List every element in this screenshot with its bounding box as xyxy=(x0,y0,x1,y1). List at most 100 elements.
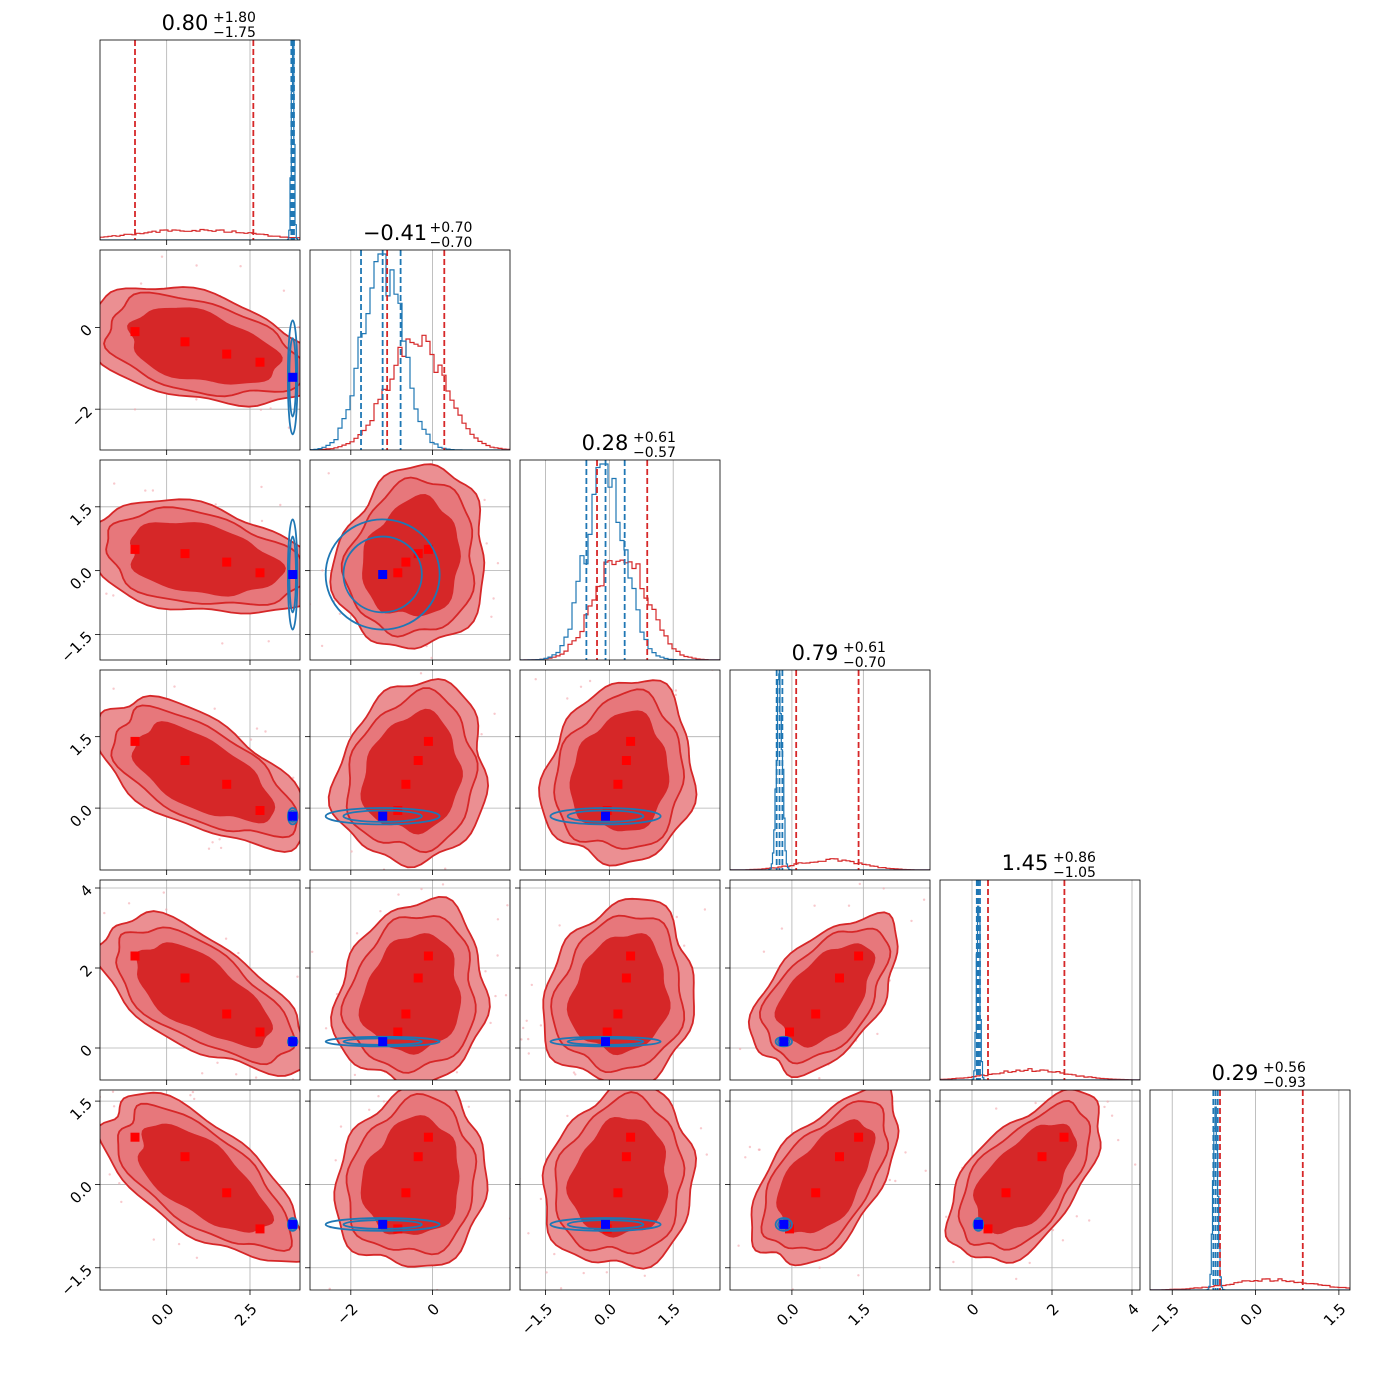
x-tick-label: 1.5 xyxy=(654,1300,684,1330)
sample-point xyxy=(430,656,433,660)
red-marker xyxy=(130,544,140,554)
sample-point xyxy=(303,585,305,587)
param-title-minus-3: −0.70 xyxy=(843,655,886,671)
sample-point xyxy=(512,1105,514,1107)
sample-point xyxy=(92,1096,94,1098)
red-marker xyxy=(222,557,232,567)
sample-point xyxy=(92,650,94,652)
sample-point xyxy=(494,994,497,998)
y-tick-label: 1.5 xyxy=(66,500,96,530)
sample-point xyxy=(743,788,745,790)
red-marker xyxy=(393,1027,403,1037)
blue-histogram xyxy=(1150,1106,1350,1290)
sample-point xyxy=(689,1039,691,1041)
sample-point xyxy=(1094,1068,1096,1070)
sample-point xyxy=(323,373,325,375)
sample-point xyxy=(847,904,851,907)
sample-point xyxy=(195,398,198,401)
sample-point xyxy=(545,1271,548,1274)
panel-5-4: 0 2 4 xyxy=(935,1068,1143,1320)
density-contour xyxy=(100,1091,300,1263)
density-contour xyxy=(100,910,300,1077)
sample-point xyxy=(66,363,68,365)
sample-point xyxy=(319,357,321,359)
sample-point xyxy=(249,738,253,741)
sample-point xyxy=(556,568,558,570)
red-marker xyxy=(423,951,433,961)
sample-point xyxy=(119,1031,121,1033)
sample-point xyxy=(553,1252,556,1256)
param-title-minus-4: −1.05 xyxy=(1053,865,1096,881)
x-tick-label: 1.5 xyxy=(1320,1300,1350,1330)
sample-point xyxy=(723,1199,725,1201)
panel-3-1 xyxy=(305,669,511,875)
sample-point xyxy=(315,400,317,402)
density-contour xyxy=(542,897,695,1080)
sample-point xyxy=(324,1027,328,1030)
hist-panel-2: 0.28 +0.61−0.57 xyxy=(519,430,721,665)
red-marker xyxy=(854,1132,864,1142)
sample-point xyxy=(377,1307,379,1309)
param-title-4: 1.45 xyxy=(1002,851,1049,875)
red-marker xyxy=(413,756,423,765)
blue-contour xyxy=(286,319,299,436)
blue-marker xyxy=(601,1219,610,1229)
x-tick-label: 2.5 xyxy=(231,1300,261,1330)
panel-4-0: 0 2 4 xyxy=(77,879,301,1085)
sample-point xyxy=(762,950,766,953)
sample-point xyxy=(772,1324,774,1326)
sample-point xyxy=(318,351,320,353)
sample-point xyxy=(103,911,106,915)
sample-point xyxy=(451,673,453,675)
sample-point xyxy=(338,612,342,615)
density-contour xyxy=(362,493,461,617)
sample-point xyxy=(259,408,263,411)
blue-contour xyxy=(286,1035,299,1048)
red-marker xyxy=(180,1152,190,1162)
sample-point xyxy=(1034,1101,1037,1105)
red-marker xyxy=(621,1152,631,1162)
sample-point xyxy=(504,994,508,997)
blue-contour xyxy=(324,807,441,826)
sample-point xyxy=(363,895,365,897)
sample-point xyxy=(539,1024,543,1027)
red-marker xyxy=(626,736,636,746)
sample-point xyxy=(292,776,295,779)
sample-point xyxy=(173,685,176,688)
blue-marker xyxy=(973,1219,983,1229)
sample-point xyxy=(260,519,264,523)
sample-point xyxy=(566,1114,569,1118)
blue-histogram xyxy=(730,673,930,870)
sample-point xyxy=(279,503,282,507)
sample-point xyxy=(712,1103,714,1105)
sample-point xyxy=(112,1105,116,1108)
sample-point xyxy=(201,1072,204,1075)
sample-point xyxy=(591,906,593,908)
sample-point xyxy=(530,983,533,987)
sample-point xyxy=(321,569,324,572)
sample-point xyxy=(113,482,116,485)
red-marker xyxy=(413,1152,423,1162)
param-title-plus-1: +0.70 xyxy=(430,220,473,236)
density-contour xyxy=(566,1116,669,1238)
sample-point xyxy=(296,975,299,978)
sample-point xyxy=(566,697,569,700)
red-marker xyxy=(413,973,423,983)
sample-point xyxy=(550,583,552,585)
sample-point xyxy=(559,1287,563,1290)
density-contour xyxy=(358,933,462,1055)
sample-point xyxy=(218,838,221,841)
sample-point xyxy=(437,426,439,428)
sample-point xyxy=(791,1288,794,1290)
sample-point xyxy=(726,1259,728,1261)
panel-4-3 xyxy=(689,879,931,1105)
red-marker xyxy=(222,349,232,359)
red-marker xyxy=(1037,1152,1047,1162)
y-tick-label: 4 xyxy=(77,881,96,900)
sample-point xyxy=(319,1159,321,1161)
density-contour xyxy=(538,679,698,867)
blue-marker xyxy=(601,811,610,821)
param-title-0: 0.80 xyxy=(162,11,209,35)
red-marker xyxy=(613,779,623,789)
